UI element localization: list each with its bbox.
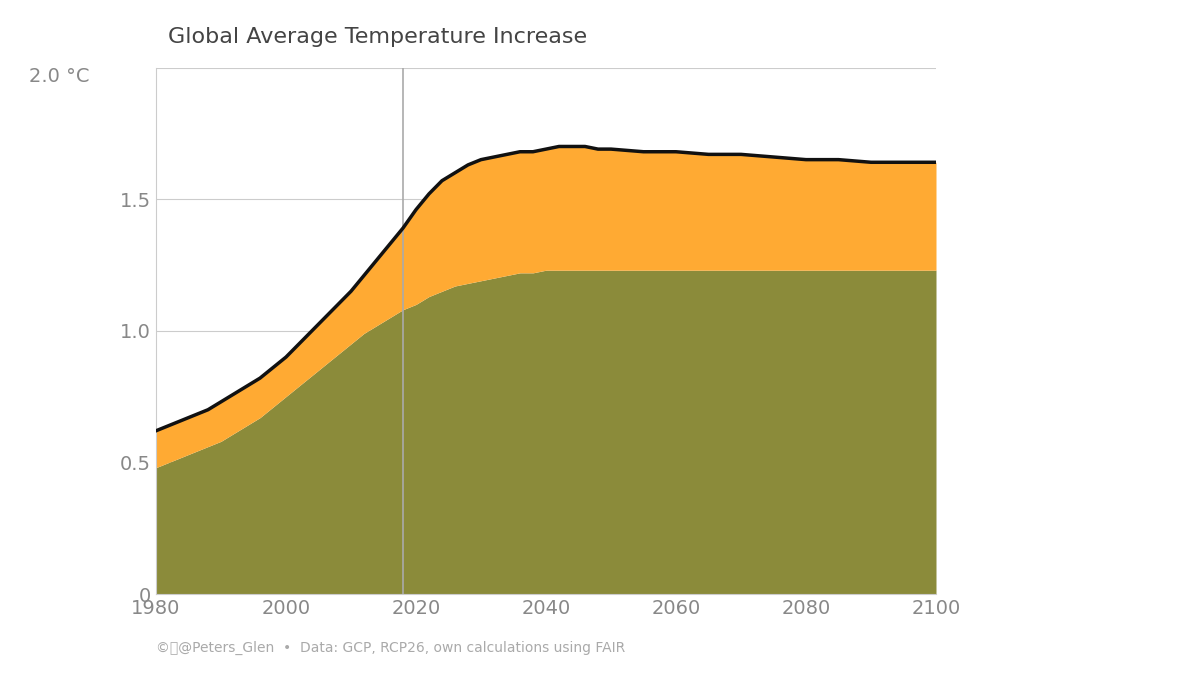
Text: ©Ⓢ@Peters_Glen  •  Data: GCP, RCP26, own calculations using FAIR: ©Ⓢ@Peters_Glen • Data: GCP, RCP26, own c… <box>156 641 625 655</box>
Text: Global Average Temperature Increase: Global Average Temperature Increase <box>168 27 587 47</box>
Text: 2.0 °C: 2.0 °C <box>29 68 90 86</box>
